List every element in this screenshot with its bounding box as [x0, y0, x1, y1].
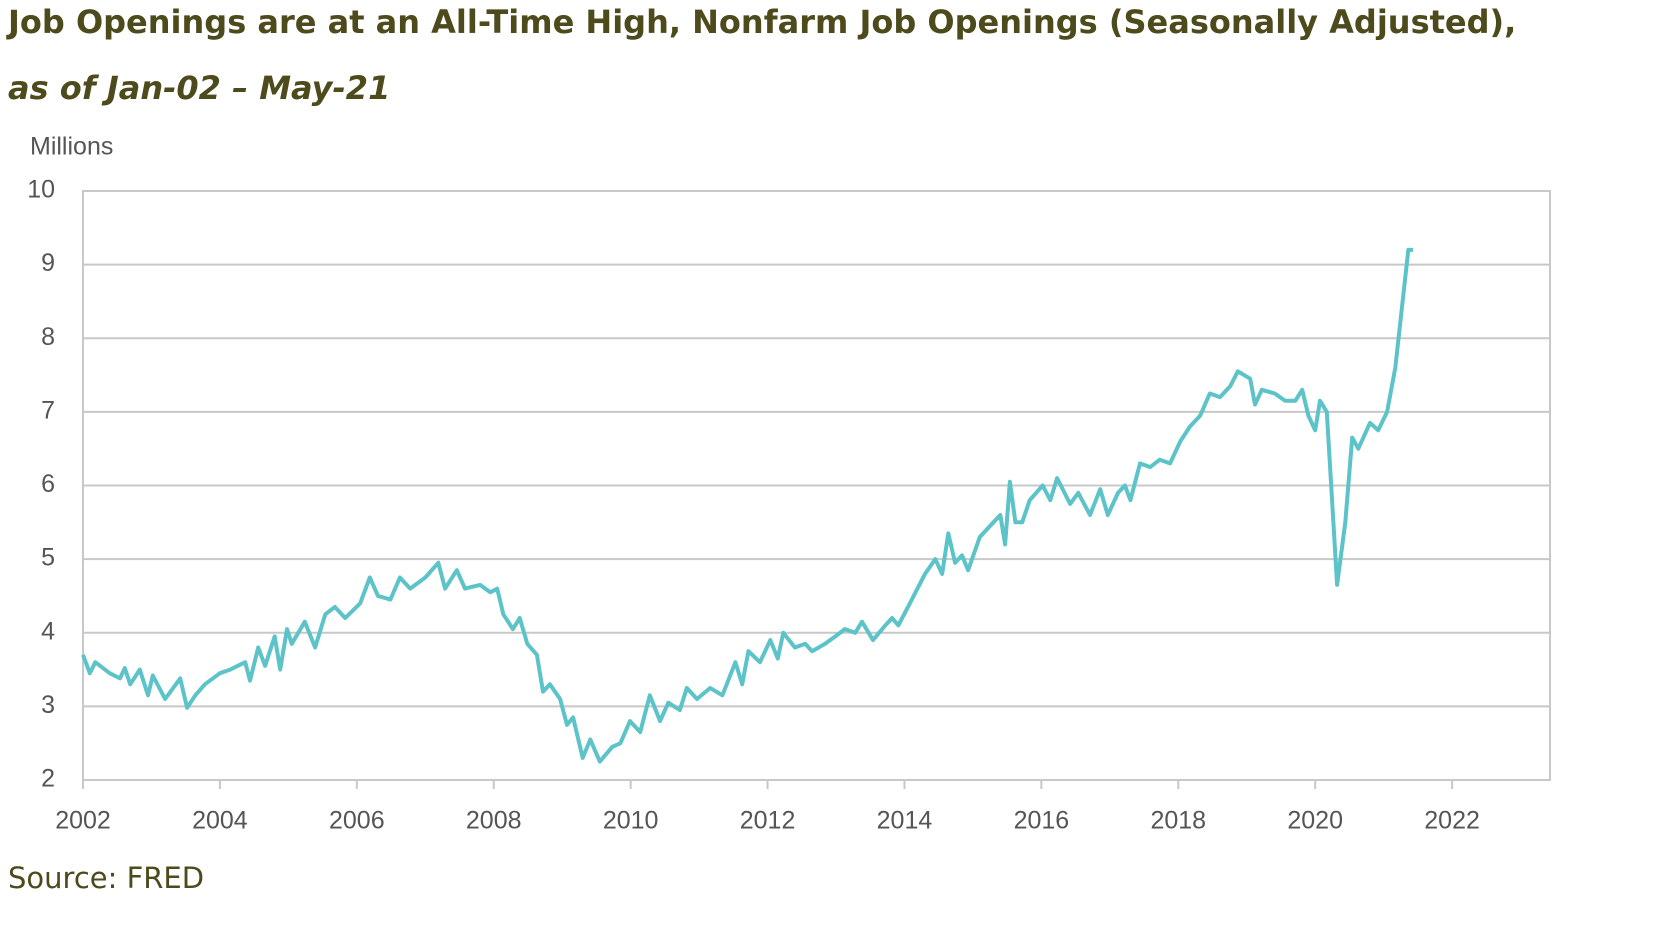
- y-tick-label: 8: [41, 323, 55, 351]
- x-tick-label: 2002: [55, 807, 111, 835]
- x-tick-label: 2010: [603, 807, 659, 835]
- y-tick-label: 5: [41, 544, 55, 572]
- chart-title: Job Openings are at an All-Time High, No…: [6, 3, 1516, 41]
- y-tick-label: 6: [41, 470, 55, 498]
- y-tick-label: 2: [41, 765, 55, 793]
- y-tick-label: 10: [27, 176, 55, 204]
- x-tick-label: 2004: [192, 807, 248, 835]
- data-line: [81, 247, 1414, 764]
- x-tick-label: 2020: [1287, 807, 1343, 835]
- x-tick-label: 2006: [329, 807, 385, 835]
- x-tick-label: 2012: [740, 807, 796, 835]
- y-tick-label: 4: [41, 617, 55, 645]
- x-tick-label: 2016: [1014, 807, 1070, 835]
- y-tick-label: 9: [41, 249, 55, 277]
- y-tick-label: 3: [41, 691, 55, 719]
- source: Source: FRED: [8, 861, 204, 895]
- y-axis-label: Millions: [30, 133, 113, 161]
- chart-subtitle: as of Jan-02 – May-21: [8, 69, 390, 107]
- x-tick-label: 2014: [877, 807, 933, 835]
- x-tick-label: 2022: [1424, 807, 1480, 835]
- y-tick-label: 7: [41, 396, 55, 424]
- x-tick-label: 2018: [1150, 807, 1206, 835]
- x-tick-label: 2008: [466, 807, 522, 835]
